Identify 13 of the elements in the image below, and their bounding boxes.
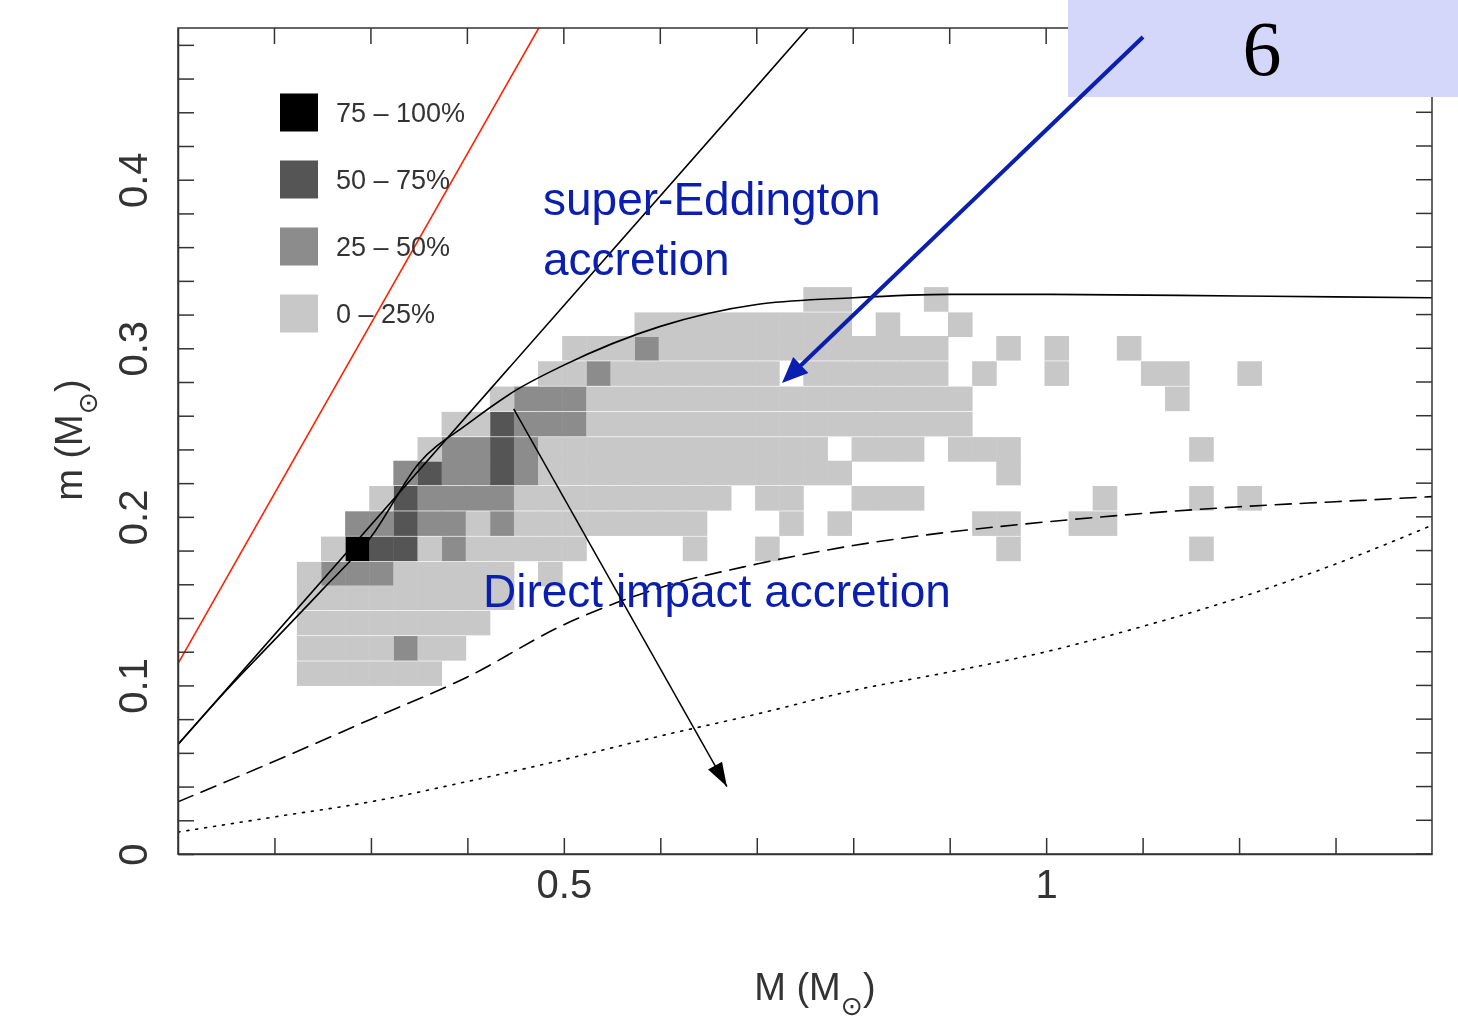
- annotation: 6: [1242, 5, 1282, 92]
- legend-label: 50 – 75%: [336, 164, 451, 195]
- x-tick-label: 1: [1035, 862, 1058, 907]
- legend-label: 0 – 25%: [336, 298, 436, 329]
- x-axis-title: M (M$_{⊙}$): [754, 966, 876, 1018]
- y-tick-label: 0: [111, 843, 155, 866]
- x-tick-label: 0.5: [536, 862, 593, 907]
- y-tick-label: 0.1: [111, 658, 155, 714]
- y-tick-label: 0.4: [111, 152, 155, 209]
- annotation: Direct impact accretion: [483, 565, 951, 617]
- legend-label: 75 – 100%: [336, 97, 466, 128]
- y-tick-label: 0.3: [111, 320, 155, 377]
- y-tick-label: 0.2: [111, 489, 155, 546]
